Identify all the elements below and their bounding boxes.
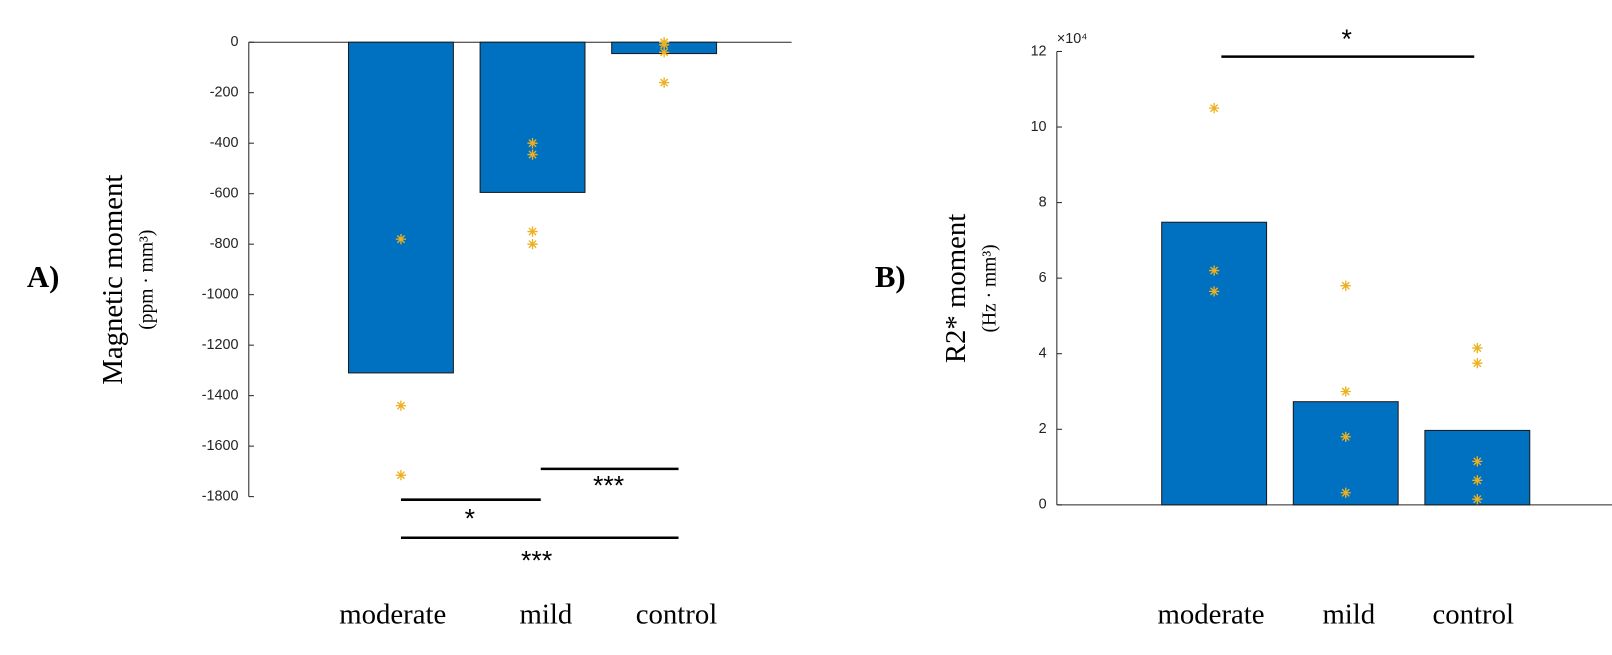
data-point bbox=[1209, 102, 1220, 114]
data-point bbox=[1209, 286, 1220, 297]
data-point bbox=[395, 400, 407, 411]
panel-label: B) bbox=[875, 260, 906, 294]
y-tick-label: -600 bbox=[210, 185, 239, 201]
bar bbox=[479, 41, 586, 193]
data-point bbox=[658, 47, 670, 58]
data-point bbox=[395, 470, 407, 481]
data-point bbox=[527, 149, 538, 160]
data-point bbox=[395, 233, 407, 245]
y-tick-label: 10 bbox=[1031, 119, 1047, 135]
x-tick-label: moderate bbox=[339, 599, 446, 631]
significance-label: *** bbox=[521, 545, 552, 575]
y-axis-label: R2* moment bbox=[940, 214, 972, 363]
y-tick-label: -1800 bbox=[202, 488, 239, 504]
data-point bbox=[1340, 431, 1351, 442]
x-tick-label: mild bbox=[1322, 599, 1375, 631]
axis-exponent: ×10⁴ bbox=[1057, 31, 1088, 47]
y-tick-label: -400 bbox=[210, 135, 239, 151]
y-axis-unit: (ppm · mm³) bbox=[137, 230, 158, 330]
data-point bbox=[1472, 475, 1483, 486]
bar bbox=[1161, 221, 1268, 506]
data-point bbox=[1472, 456, 1483, 467]
data-point bbox=[1340, 280, 1351, 291]
data-point bbox=[1472, 342, 1483, 354]
y-tick-label: -1000 bbox=[202, 286, 239, 302]
data-point bbox=[1472, 358, 1483, 369]
x-tick-label: control bbox=[1432, 599, 1513, 631]
x-tick-label: control bbox=[636, 599, 717, 631]
x-tick-label: moderate bbox=[1158, 599, 1265, 631]
data-point bbox=[1340, 487, 1351, 498]
y-tick-label: 2 bbox=[1039, 421, 1047, 437]
y-tick-label: -1400 bbox=[202, 387, 239, 403]
y-axis-label: Magnetic moment bbox=[97, 175, 129, 385]
y-tick-label: -1600 bbox=[202, 438, 239, 454]
y-tick-label: 12 bbox=[1031, 43, 1047, 59]
bar bbox=[347, 41, 454, 374]
x-tick-label: mild bbox=[520, 599, 573, 631]
data-point bbox=[1472, 494, 1483, 505]
y-axis-unit: (Hz · mm³) bbox=[980, 244, 1001, 332]
y-tick-label: -1200 bbox=[202, 337, 239, 353]
y-tick-label: -800 bbox=[210, 236, 239, 252]
y-tick-label: 8 bbox=[1039, 194, 1047, 210]
data-point bbox=[527, 226, 538, 237]
y-tick-label: 0 bbox=[231, 34, 239, 50]
significance-label: * bbox=[1342, 24, 1352, 54]
y-tick-label: -200 bbox=[210, 84, 239, 100]
panel-label: A) bbox=[27, 260, 60, 294]
y-tick-label: 4 bbox=[1039, 346, 1047, 362]
data-point bbox=[527, 239, 538, 250]
y-tick-label: 6 bbox=[1039, 270, 1047, 286]
bar bbox=[1424, 429, 1531, 506]
significance-label: *** bbox=[593, 470, 624, 500]
data-point bbox=[1340, 386, 1351, 397]
data-point bbox=[658, 39, 670, 50]
data-point bbox=[658, 77, 670, 88]
y-tick-label: 0 bbox=[1039, 497, 1047, 513]
data-point bbox=[527, 138, 538, 149]
significance-label: * bbox=[465, 503, 475, 533]
data-point bbox=[1209, 265, 1220, 276]
